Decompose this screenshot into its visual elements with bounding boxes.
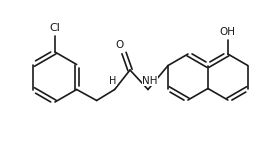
Text: Cl: Cl [50, 23, 60, 33]
Text: O: O [116, 40, 124, 50]
Text: NH: NH [142, 75, 158, 86]
Text: OH: OH [220, 27, 236, 37]
Text: H: H [109, 75, 116, 86]
